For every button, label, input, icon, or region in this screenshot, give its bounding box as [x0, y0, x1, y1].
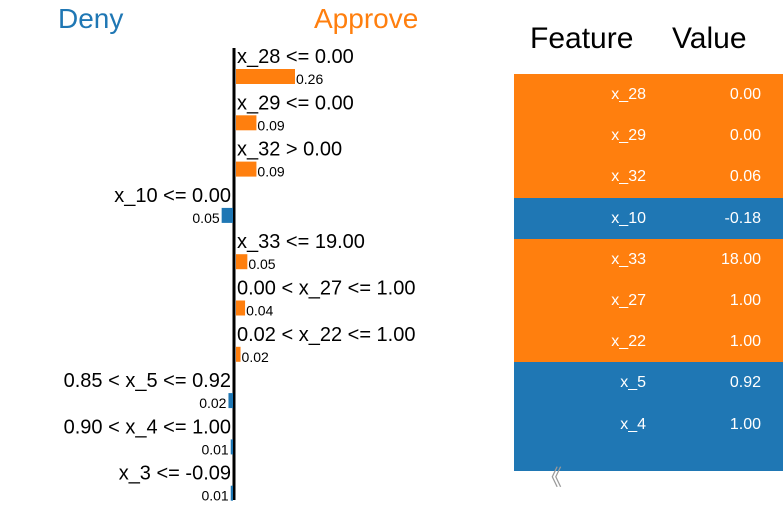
table-cell-value: 1.00 — [729, 415, 761, 433]
feature-condition-label: x_10 <= 0.00 — [114, 185, 231, 207]
table-cell-value: 1.00 — [729, 333, 761, 351]
table-cell-feature: x_10 — [611, 209, 646, 227]
table-row: x_29 0.00 — [514, 115, 783, 157]
feature-bar — [236, 346, 241, 362]
approve-label: Approve — [314, 3, 419, 34]
deny-label: Deny — [58, 3, 124, 34]
table-cell-value: 0.06 — [729, 168, 761, 186]
lime-explanation-chart: x_28 <= 0.00 0.26 x_29 <= 0.00 0.09 x_32 > 0… — [64, 46, 416, 504]
feature-bar — [228, 393, 233, 409]
feature-bar — [230, 439, 233, 455]
table-cell-feature: x_22 — [611, 333, 646, 351]
table-cell-value: 0.00 — [729, 127, 761, 145]
feature-condition-label: x_33 <= 19.00 — [237, 231, 365, 253]
table-cell-value: 0.92 — [729, 374, 761, 392]
feature-condition-label: 0.00 < x_27 <= 1.00 — [237, 278, 416, 300]
feature-condition-label: x_29 <= 0.00 — [237, 92, 354, 114]
feature-value-table: x_28 0.00 x_29 0.00 x_32 0.06 x_10 -0.18 x_33 18.… — [514, 74, 783, 471]
table-cell-feature: x_33 — [611, 250, 646, 268]
feature-condition-label: x_3 <= -0.09 — [119, 463, 231, 485]
table-cell-value: -0.18 — [724, 209, 761, 227]
feature-bar — [236, 69, 295, 84]
feature-weight-label: 0.09 — [257, 164, 284, 180]
feature-condition-label: 0.85 < x_5 <= 0.92 — [64, 370, 231, 392]
feature-condition-label: x_28 <= 0.00 — [237, 46, 354, 68]
feature-weight-label: 0.02 — [199, 395, 226, 411]
table-cell-value: 1.00 — [729, 291, 761, 309]
table-cell-value: 0.00 — [729, 86, 761, 103]
double-chevron-left-icon[interactable]: 《 — [540, 465, 563, 490]
table-row: x_4 1.00 — [514, 403, 783, 445]
table-row: x_28 0.00 — [514, 74, 783, 116]
feature-weight-label: 0.05 — [192, 210, 219, 226]
table-cell-feature: x_28 — [611, 86, 646, 103]
feature-weight-label: 0.01 — [201, 441, 228, 457]
feature-bar — [236, 254, 248, 270]
feature-weight-label: 0.04 — [246, 303, 273, 319]
table-cell-feature: x_5 — [620, 374, 646, 392]
feature-weight-label: 0.26 — [296, 71, 323, 87]
table-cell-feature: x_29 — [611, 127, 646, 145]
feature-bar — [236, 115, 257, 131]
feature-weight-label: 0.01 — [201, 488, 228, 504]
feature-weight-label: 0.09 — [257, 117, 284, 133]
feature-bar — [236, 300, 246, 316]
table-cell-feature: x_32 — [611, 168, 646, 186]
table-row: x_33 18.00 — [514, 238, 783, 280]
table-cell-value: 18.00 — [720, 250, 761, 268]
feature-bar — [230, 485, 233, 501]
feature-bar — [221, 207, 233, 223]
table-header-feature: Feature — [530, 22, 634, 55]
feature-condition-label: 0.02 < x_22 <= 1.00 — [237, 324, 416, 346]
feature-weight-label: 0.02 — [242, 349, 269, 365]
table-row: x_5 0.92 — [514, 362, 783, 404]
table-row-spacer — [514, 444, 783, 471]
feature-condition-label: 0.90 < x_4 <= 1.00 — [64, 416, 231, 438]
table-row: x_10 -0.18 — [514, 197, 783, 239]
feature-bar — [236, 161, 257, 177]
table-row: x_22 1.00 — [514, 321, 783, 363]
feature-condition-label: x_32 > 0.00 — [237, 139, 342, 161]
table-header-value: Value — [672, 22, 747, 55]
table-cell-feature: x_27 — [611, 291, 646, 309]
table-row: x_27 1.00 — [514, 279, 783, 322]
feature-weight-label: 0.05 — [248, 256, 275, 272]
table-row: x_32 0.06 — [514, 156, 783, 198]
table-cell-feature: x_4 — [620, 415, 646, 433]
